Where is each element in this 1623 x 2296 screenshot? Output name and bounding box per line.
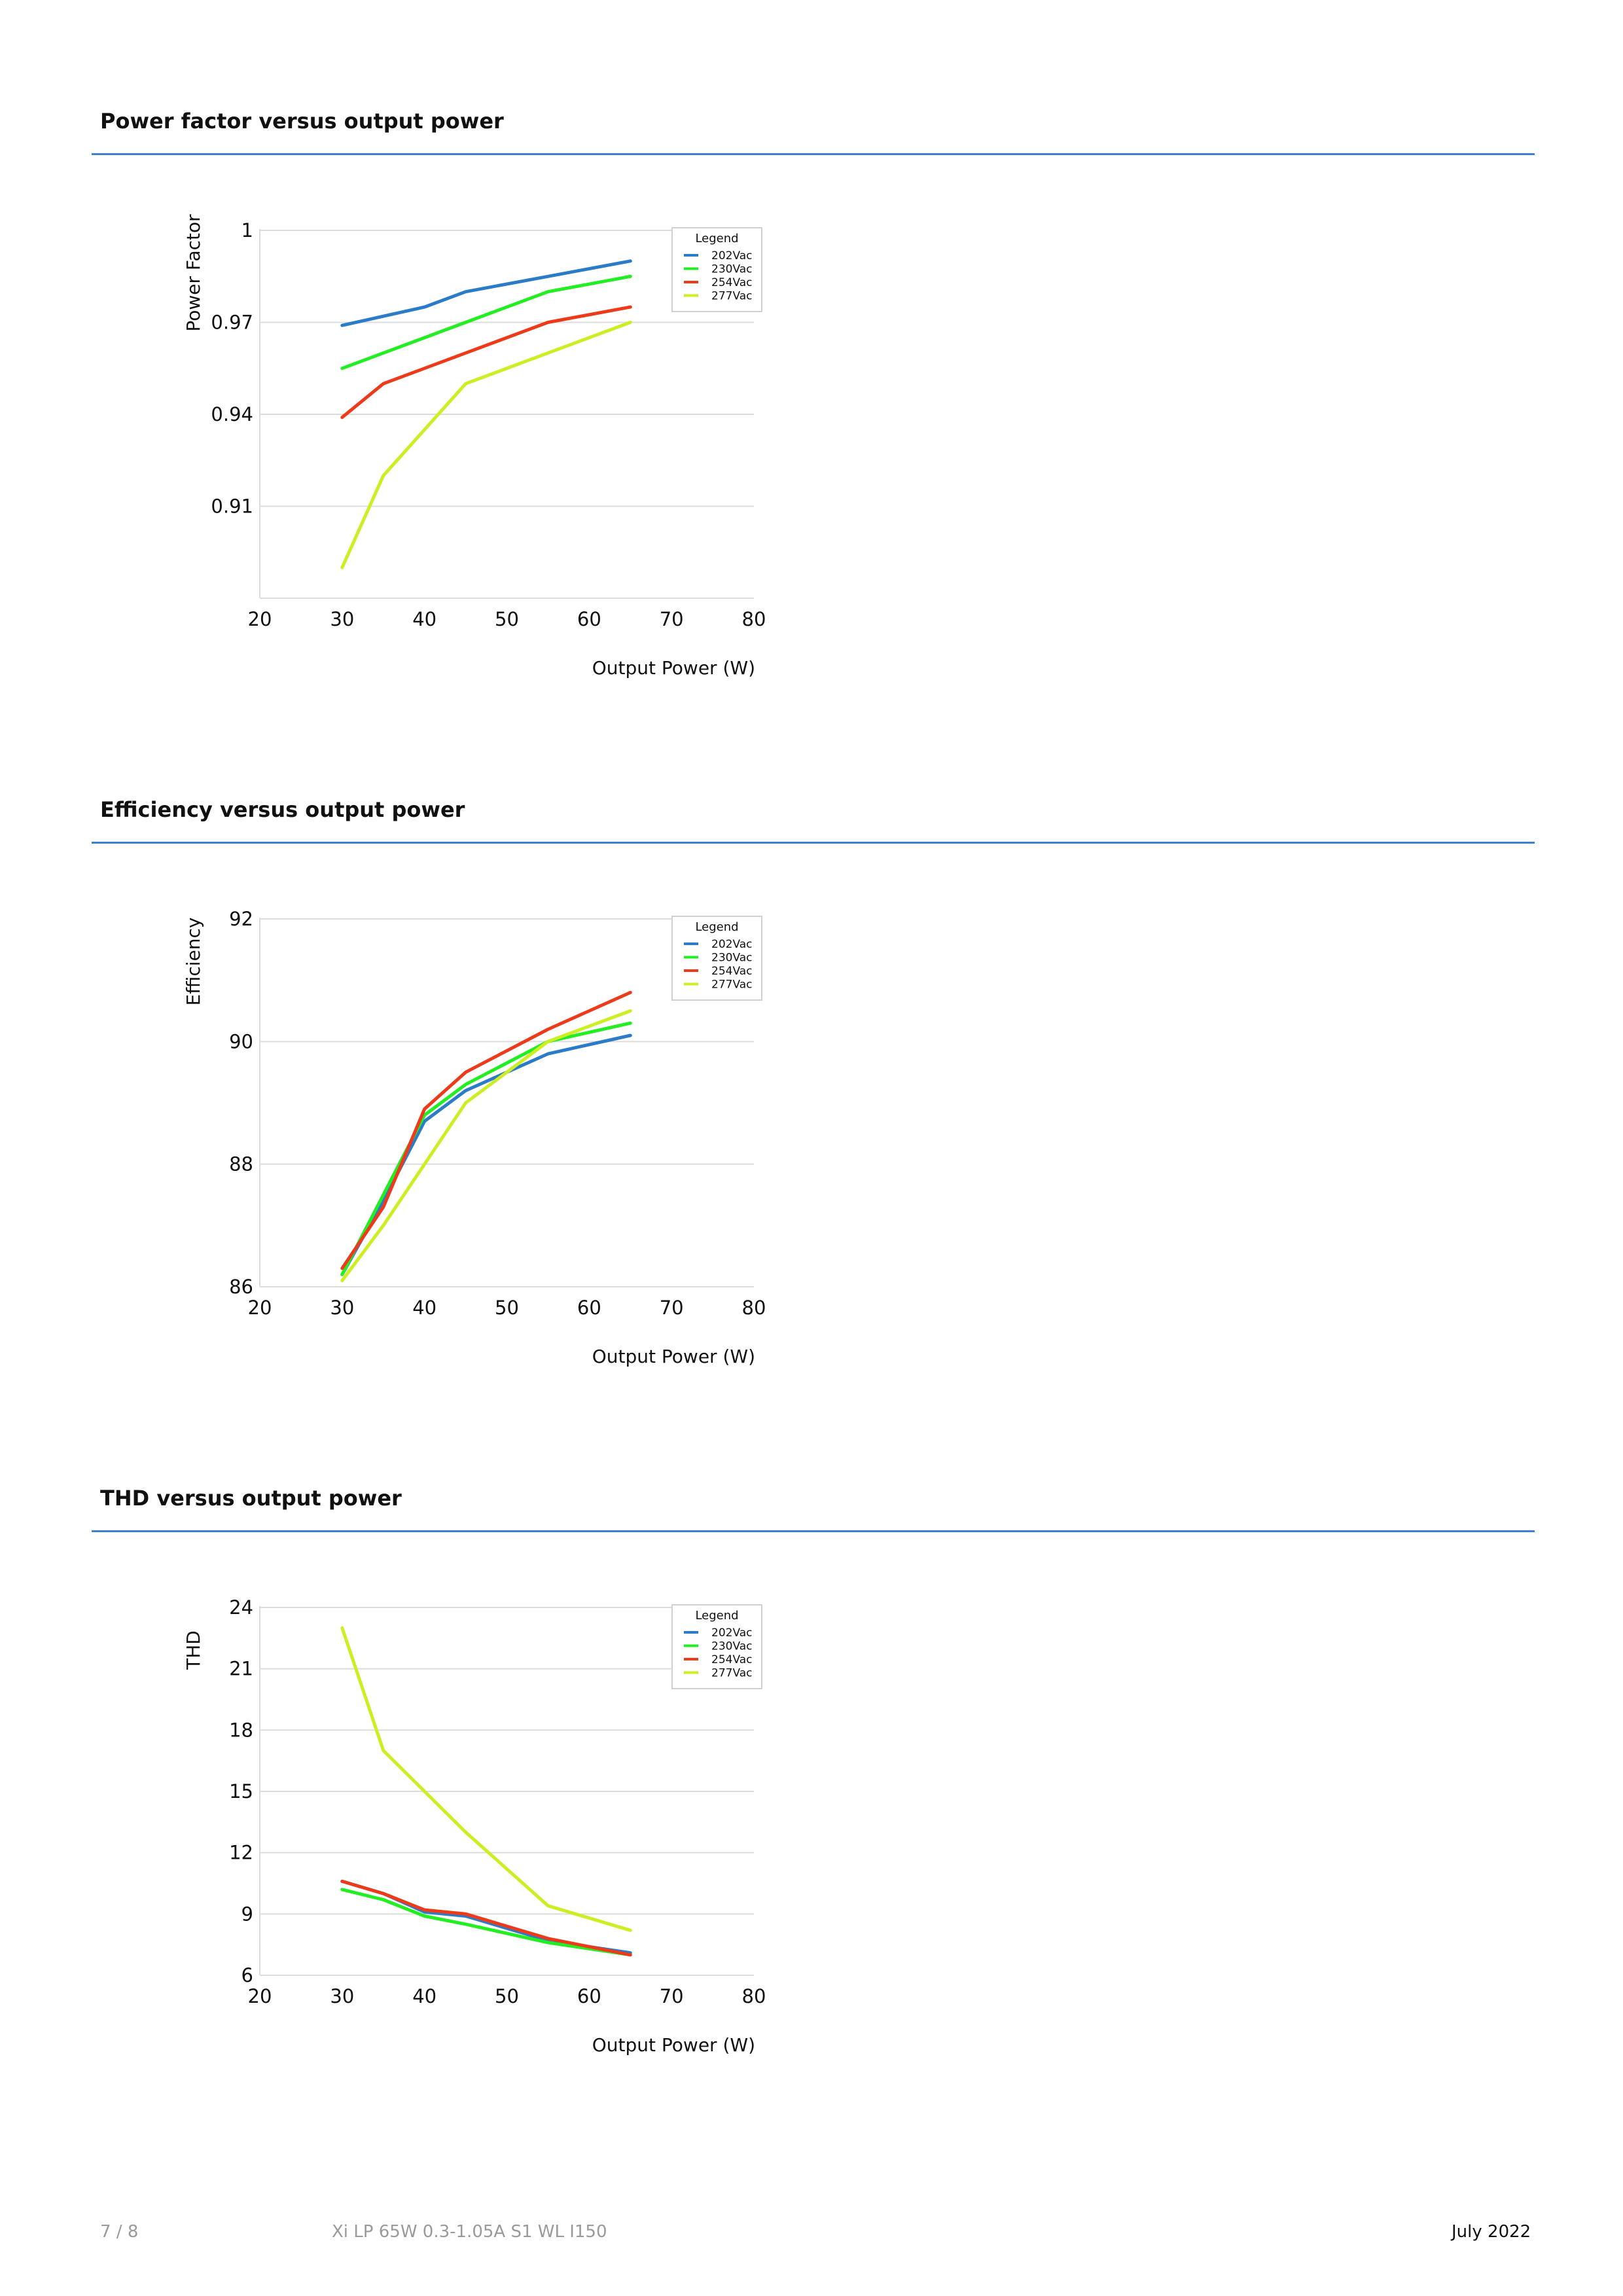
y-tick-label: 0.94	[211, 403, 253, 425]
x-tick-label: 80	[742, 1297, 766, 1319]
y-tick-label: 18	[229, 1719, 253, 1741]
y-tick-label: 12	[229, 1842, 253, 1864]
section-divider	[92, 842, 1535, 844]
legend-label: 202Vac	[711, 938, 753, 951]
section-title-thd: THD versus output power	[100, 1486, 402, 1511]
x-tick-label: 20	[248, 1297, 272, 1319]
x-tick-label: 50	[495, 1985, 519, 2007]
section-divider	[92, 153, 1535, 155]
x-tick-label: 50	[495, 608, 519, 630]
section-title-efficiency: Efficiency versus output power	[100, 797, 465, 822]
chart-thd: 6 9 12 15 18 21 24 20 30 40 50 60 70 80 THD Output Powe…	[183, 1596, 766, 2056]
series-line-254Vac	[340, 1879, 632, 1957]
chart-power-factor: 0.91 0.94 0.97 1 20 30 40 50 60 70 80 Power Factor O…	[183, 214, 766, 679]
x-tick-label: 80	[742, 1985, 766, 2007]
series-line-202Vac	[340, 1033, 632, 1276]
x-axis-label: Output Power (W)	[592, 1346, 755, 1367]
legend-label: 277Vac	[711, 1667, 753, 1680]
y-tick-label: 90	[229, 1030, 253, 1052]
y-tick-label: 86	[229, 1276, 253, 1298]
x-tick-label: 80	[742, 608, 766, 630]
footer-date: July 2022	[1452, 2222, 1531, 2242]
y-tick-label: 1	[241, 219, 253, 242]
x-tick-label: 20	[248, 1985, 272, 2007]
chart-efficiency: 86 88 90 92 20 30 40 50 60 70 80 Efficiency Output P…	[183, 908, 766, 1367]
legend-title: Legend	[695, 1609, 738, 1623]
x-tick-label: 30	[330, 1297, 354, 1319]
legend-label: 230Vac	[711, 952, 753, 965]
x-tick-label: 40	[412, 1985, 437, 2007]
y-tick-label: 88	[229, 1153, 253, 1175]
footer-page-number: 7 / 8	[100, 2222, 139, 2242]
y-tick-label: 0.97	[211, 312, 253, 334]
series-line-230Vac	[340, 274, 632, 370]
x-tick-label: 30	[330, 1985, 354, 2007]
series-line-202Vac	[340, 259, 632, 327]
legend-title: Legend	[695, 232, 738, 245]
legend-title: Legend	[695, 920, 738, 934]
y-tick-label: 6	[241, 1964, 253, 1986]
x-tick-label: 40	[412, 1297, 437, 1319]
y-axis-label: Efficiency	[183, 918, 204, 1006]
section-title-power-factor: Power factor versus output power	[100, 109, 504, 134]
legend-label: 254Vac	[711, 965, 753, 978]
legend-label: 254Vac	[711, 1653, 753, 1666]
y-axis-label: THD	[183, 1630, 204, 1670]
series-line-230Vac	[340, 1021, 632, 1276]
legend-label: 277Vac	[711, 978, 753, 992]
legend-label: 230Vac	[711, 1640, 753, 1653]
footer-product-name: Xi LP 65W 0.3-1.05A S1 WL I150	[332, 2222, 607, 2242]
series-line-277Vac	[340, 1009, 632, 1283]
x-axis-label: Output Power (W)	[592, 2034, 755, 2056]
y-tick-label: 0.91	[211, 495, 253, 518]
x-tick-label: 70	[660, 1297, 684, 1319]
y-tick-label: 21	[229, 1658, 253, 1680]
legend-label: 277Vac	[711, 290, 753, 303]
x-tick-label: 50	[495, 1297, 519, 1319]
series-line-277Vac	[340, 321, 632, 569]
y-axis-label: Power Factor	[183, 214, 204, 332]
x-tick-label: 60	[577, 608, 601, 630]
y-tick-label: 15	[229, 1780, 253, 1803]
section-divider	[92, 1530, 1535, 1532]
y-tick-label: 9	[241, 1903, 253, 1925]
series-line-230Vac	[340, 1888, 632, 1957]
legend-label: 254Vac	[711, 276, 753, 289]
x-tick-label: 60	[577, 1297, 601, 1319]
x-tick-label: 40	[412, 608, 437, 630]
x-tick-label: 60	[577, 1985, 601, 2007]
x-axis-label: Output Power (W)	[592, 657, 755, 679]
series-line-277Vac	[340, 1626, 632, 1932]
legend-label: 202Vac	[711, 1626, 753, 1640]
series-line-254Vac	[340, 305, 632, 420]
y-tick-label: 24	[229, 1596, 253, 1619]
legend-label: 202Vac	[711, 249, 753, 262]
legend-label: 230Vac	[711, 263, 753, 276]
y-tick-label: 92	[229, 908, 253, 930]
x-tick-label: 20	[248, 608, 272, 630]
x-tick-label: 30	[330, 608, 354, 630]
x-tick-label: 70	[660, 1985, 684, 2007]
x-tick-label: 70	[660, 608, 684, 630]
series-line-254Vac	[340, 990, 632, 1270]
